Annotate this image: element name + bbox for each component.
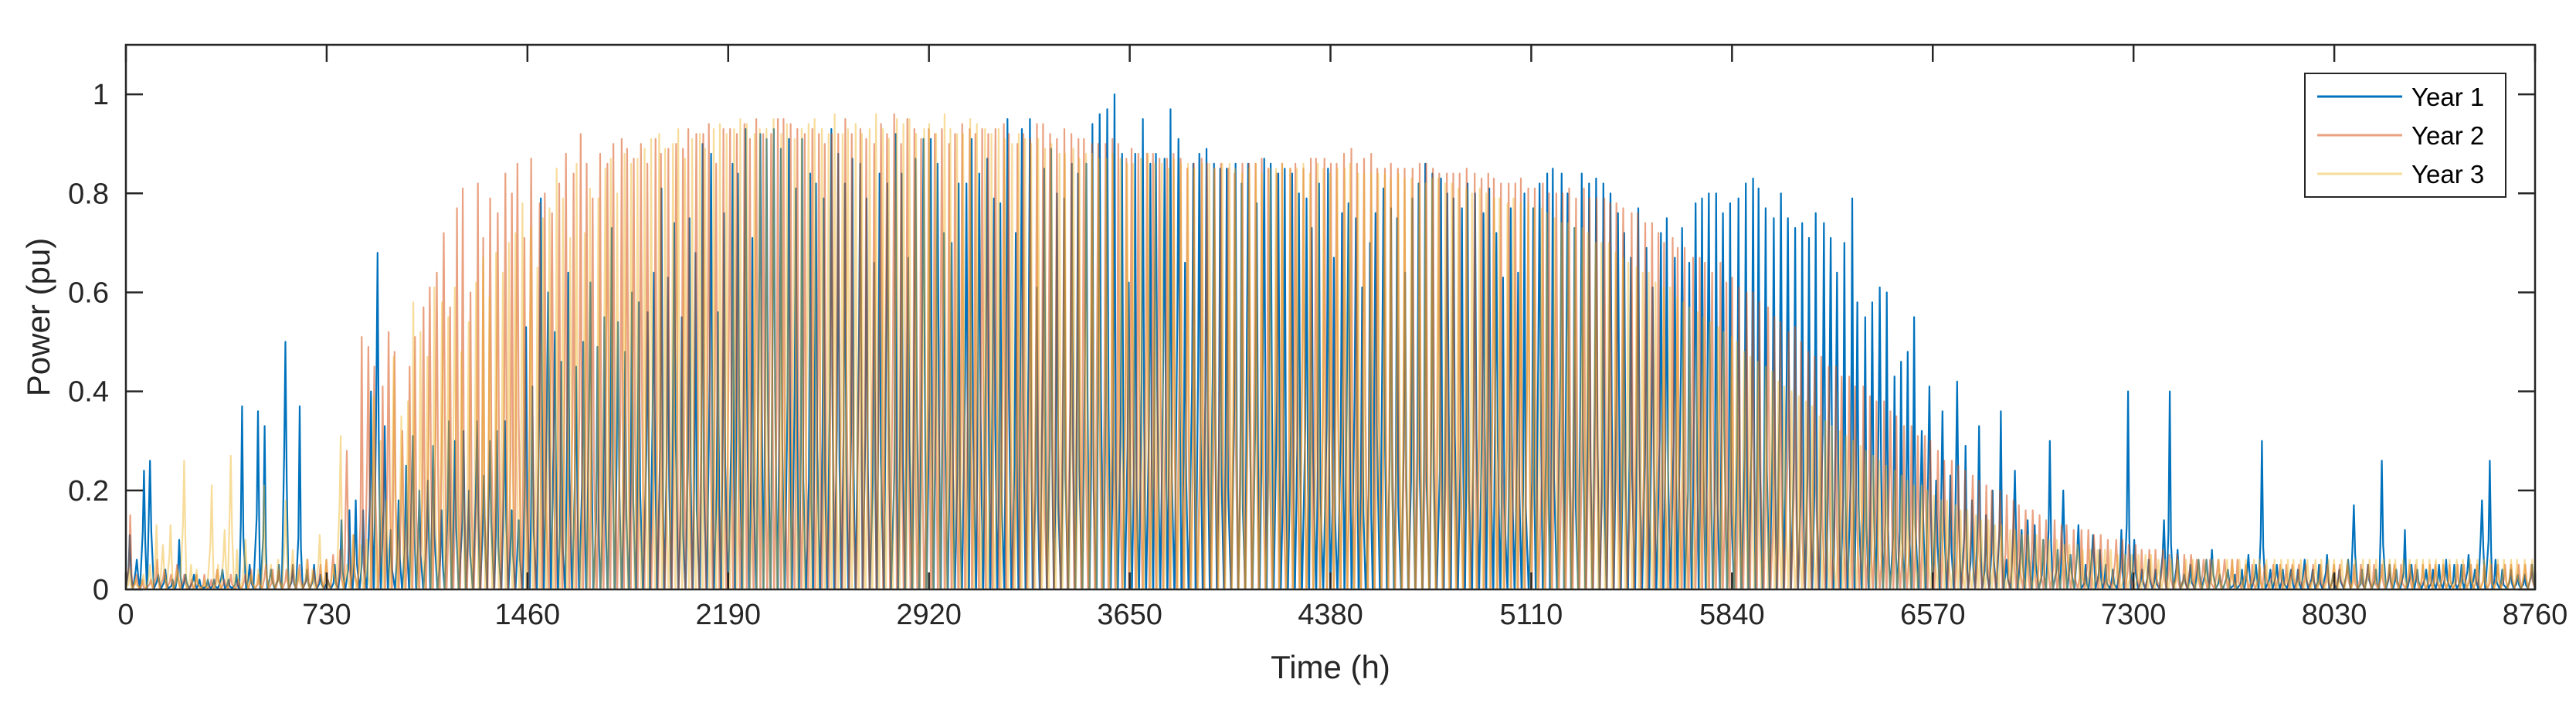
- x-axis-label: Time (h): [1271, 649, 1390, 685]
- x-tick-label: 2190: [695, 599, 761, 631]
- y-tick-label: 1: [93, 79, 109, 111]
- x-tick-label: 2920: [896, 599, 962, 631]
- x-tick-label: 0: [117, 599, 134, 631]
- legend-label-year-2: Year 2: [2411, 121, 2484, 150]
- x-tick-label: 5840: [1699, 599, 1765, 631]
- legend-label-year-1: Year 1: [2411, 83, 2484, 111]
- x-tick-label: 4380: [1298, 599, 1363, 631]
- legend: Year 1 Year 2 Year 3: [2304, 73, 2506, 198]
- x-tick-label: 730: [302, 599, 351, 631]
- y-axis-label: Power (pu): [20, 238, 56, 396]
- y-tick-label: 0.8: [68, 178, 109, 210]
- x-tick-label: 8760: [2503, 599, 2568, 631]
- ticks-layer: 0 730 1460 2190 2920 3650 4380 5110 5840 6570 7300…: [68, 45, 2568, 631]
- x-tick-label: 1460: [495, 599, 561, 631]
- x-tick-label: 3650: [1097, 599, 1162, 631]
- y-tick-label: 0: [93, 574, 109, 606]
- legend-label-year-3: Year 3: [2411, 160, 2484, 188]
- y-tick-label: 0.2: [68, 475, 109, 508]
- y-tick-label: 0.4: [68, 376, 109, 409]
- y-tick-label: 0.6: [68, 277, 109, 309]
- x-tick-label: 5110: [1500, 599, 1563, 631]
- x-tick-label: 6570: [1900, 599, 1966, 631]
- x-tick-label: 8030: [2302, 599, 2367, 631]
- x-tick-label: 7300: [2101, 599, 2167, 631]
